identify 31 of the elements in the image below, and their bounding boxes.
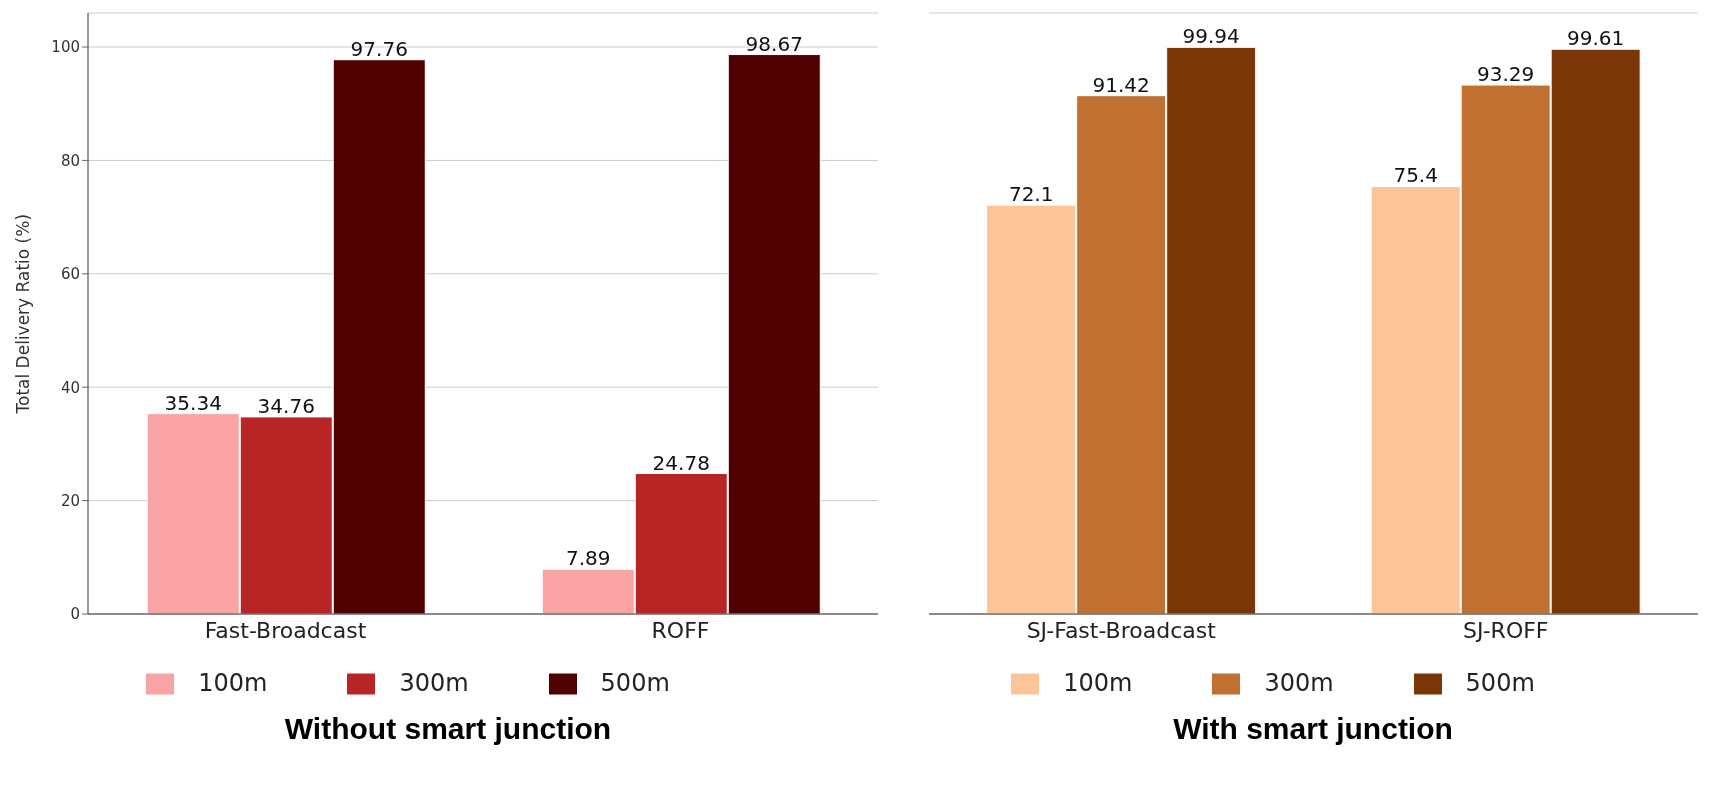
data-label: 35.34 <box>164 390 222 415</box>
legend-label: 100m <box>198 669 268 697</box>
x-tick-label: SJ-Fast-Broadcast <box>1026 617 1217 643</box>
data-label: 98.67 <box>745 31 803 56</box>
legend-label: 500m <box>600 669 670 697</box>
data-label: 97.76 <box>350 36 408 61</box>
legend-label: 300m <box>399 669 469 697</box>
data-label: 34.76 <box>257 393 315 418</box>
data-label: 99.94 <box>1182 24 1240 49</box>
legend-label: 500m <box>1465 669 1535 697</box>
data-label: 93.29 <box>1477 62 1535 87</box>
text: Without smart junction <box>283 712 613 746</box>
data-label: 75.4 <box>1393 163 1438 188</box>
legend-label: 100m <box>1063 669 1133 697</box>
data-label: 7.89 <box>565 546 611 571</box>
y-tick-label: 100 <box>51 38 80 57</box>
y-axis-title: Total Delivery Ratio (%) <box>13 213 34 415</box>
y-tick-label: 60 <box>60 265 80 284</box>
y-tick-label: 40 <box>60 378 80 397</box>
y-tick-label: 0 <box>70 605 80 624</box>
x-tick-label: ROFF <box>651 617 710 643</box>
data-label: 91.42 <box>1092 72 1150 97</box>
data-label: 24.78 <box>652 450 710 475</box>
data-label: 99.61 <box>1567 26 1625 51</box>
text: With smart junction <box>1172 712 1454 746</box>
x-tick-label: Fast-Broadcast <box>204 617 367 643</box>
x-tick-label: SJ-ROFF <box>1462 617 1549 643</box>
legend-label: 300m <box>1264 669 1334 697</box>
y-tick-label: 20 <box>60 491 80 510</box>
y-tick-label: 80 <box>60 151 80 170</box>
data-label: 72.1 <box>1008 182 1054 207</box>
